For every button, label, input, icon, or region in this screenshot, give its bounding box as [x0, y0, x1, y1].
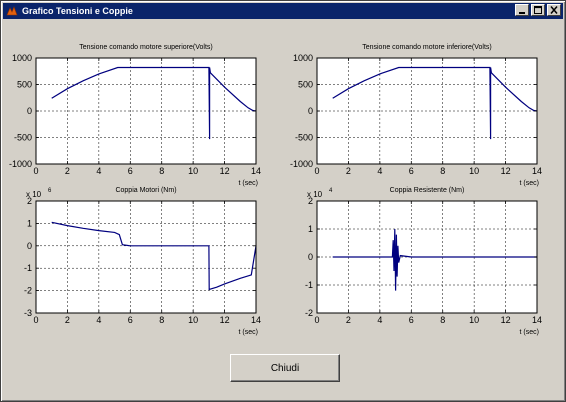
- series-line-1: [51, 66, 257, 140]
- x-tick-label: 14: [251, 315, 261, 325]
- x-tick-label: 6: [409, 166, 414, 176]
- y-exponent-label: x 10: [26, 190, 42, 199]
- x-tick-label: 12: [220, 315, 230, 325]
- y-tick-label: -1000: [290, 159, 313, 169]
- y-tick-label: 0: [308, 252, 313, 262]
- minimize-icon[interactable]: [515, 4, 529, 16]
- y-tick-label: 1: [27, 218, 32, 228]
- y-tick-label: -1: [24, 263, 32, 273]
- x-tick-label: 6: [128, 315, 133, 325]
- x-tick-label: 10: [469, 315, 479, 325]
- series-line-1: [332, 228, 537, 291]
- x-axis-label: t (sec): [239, 329, 258, 336]
- chart-title: Coppia Resistente (Nm): [390, 187, 465, 194]
- x-tick-label: 10: [188, 315, 198, 325]
- y-tick-label: 0: [27, 241, 32, 251]
- chiudi-button[interactable]: Chiudi: [230, 354, 340, 382]
- y-exponent-power: 4: [329, 188, 333, 194]
- y-tick-label: -2: [24, 286, 32, 296]
- y-tick-label: 1000: [12, 53, 32, 63]
- series-line-1: [332, 66, 538, 140]
- x-tick-label: 6: [409, 315, 414, 325]
- x-tick-label: 2: [346, 166, 351, 176]
- x-tick-label: 0: [33, 166, 38, 176]
- y-exponent-label: x 10: [307, 190, 323, 199]
- chart-2: 0 2 4 6 8 10 12 14 -1000 -500 0 500 1000 Tensione com…: [290, 44, 542, 187]
- close-icon[interactable]: [547, 4, 561, 16]
- maximize-icon[interactable]: [531, 4, 545, 16]
- x-tick-label: 6: [128, 166, 133, 176]
- x-tick-label: 14: [532, 166, 542, 176]
- y-tick-label: 500: [17, 80, 32, 90]
- y-tick-label: 2: [27, 196, 32, 206]
- x-tick-label: 0: [314, 315, 319, 325]
- y-tick-label: 1000: [293, 53, 313, 63]
- window-title: Grafico Tensioni e Coppie: [22, 6, 133, 16]
- x-tick-label: 10: [188, 166, 198, 176]
- x-tick-label: 8: [159, 166, 164, 176]
- plot-area: [36, 201, 256, 313]
- x-tick-label: 4: [377, 166, 382, 176]
- y-tick-label: -3: [24, 308, 32, 318]
- y-tick-label: -1: [305, 280, 313, 290]
- y-exponent-power: 6: [48, 188, 52, 194]
- y-tick-label: 2: [308, 196, 313, 206]
- y-tick-label: -500: [295, 133, 313, 143]
- x-tick-label: 12: [501, 315, 511, 325]
- title-bar[interactable]: Grafico Tensioni e Coppie: [3, 3, 563, 19]
- y-tick-label: 0: [27, 106, 32, 116]
- series-line-1: [51, 221, 257, 291]
- chart-1: 0 2 4 6 8 10 12 14 -1000 -500 0 500 1000 Tensione com…: [9, 44, 261, 187]
- x-tick-label: 4: [96, 166, 101, 176]
- y-tick-label: -2: [305, 308, 313, 318]
- y-tick-label: -1000: [9, 159, 32, 169]
- x-tick-label: 8: [440, 315, 445, 325]
- y-tick-label: 1: [308, 224, 313, 234]
- matlab-icon: [6, 6, 18, 16]
- x-axis-label: t (sec): [520, 180, 539, 187]
- x-tick-label: 14: [532, 315, 542, 325]
- x-axis-label: t (sec): [520, 329, 539, 336]
- x-tick-label: 4: [96, 315, 101, 325]
- x-tick-label: 0: [314, 166, 319, 176]
- chart-title: Tensione comando motore inferiore(Volts): [362, 44, 492, 51]
- x-tick-label: 0: [33, 315, 38, 325]
- chart-title: Coppia Motori (Nm): [115, 187, 176, 194]
- x-tick-label: 10: [469, 166, 479, 176]
- x-tick-label: 14: [251, 166, 261, 176]
- y-tick-label: 500: [298, 80, 313, 90]
- y-tick-label: 0: [308, 106, 313, 116]
- y-tick-label: -500: [14, 133, 32, 143]
- x-tick-label: 12: [220, 166, 230, 176]
- x-tick-label: 8: [440, 166, 445, 176]
- x-tick-label: 2: [65, 166, 70, 176]
- x-tick-label: 8: [159, 315, 164, 325]
- axes-frame: [35, 200, 257, 314]
- x-tick-label: 2: [65, 315, 70, 325]
- chart-title: Tensione comando motore superiore(Volts): [79, 44, 212, 51]
- x-tick-label: 12: [501, 166, 511, 176]
- x-tick-label: 4: [377, 315, 382, 325]
- x-axis-label: t (sec): [239, 180, 258, 187]
- x-tick-label: 2: [346, 315, 351, 325]
